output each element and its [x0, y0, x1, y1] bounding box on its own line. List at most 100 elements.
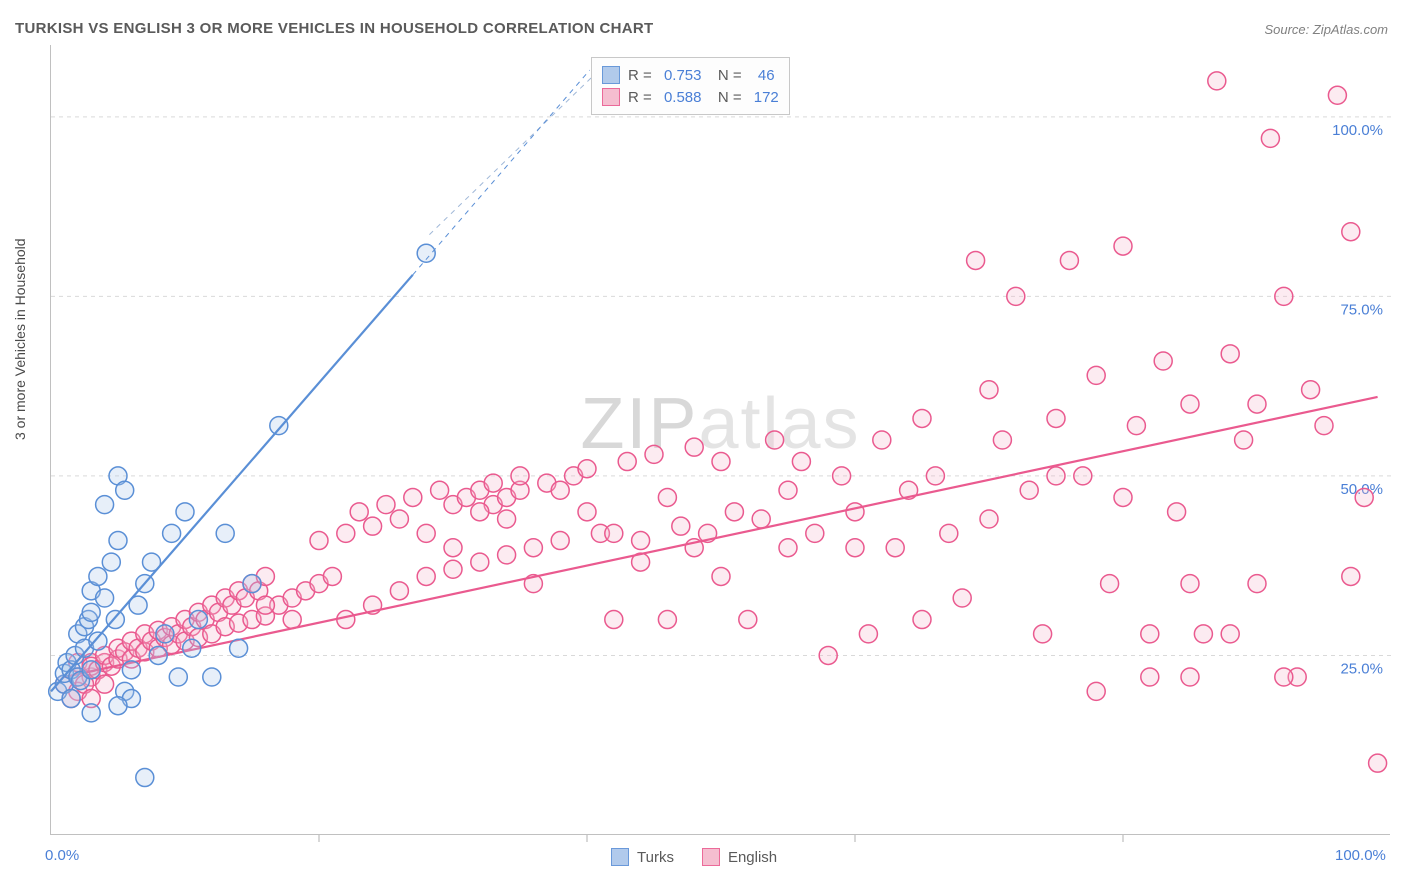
stats-n-label: N = — [709, 67, 749, 84]
data-point-english — [337, 524, 355, 542]
data-point-english — [766, 431, 784, 449]
data-point-english — [672, 517, 690, 535]
data-point-english — [417, 567, 435, 585]
data-point-turks — [62, 690, 80, 708]
data-point-turks — [183, 639, 201, 657]
data-point-english — [819, 646, 837, 664]
data-point-turks — [163, 524, 181, 542]
series-legend: Turks English — [611, 848, 777, 866]
stats-n-label: N = — [709, 89, 745, 106]
stats-row-turks: R = 0.753 N = 46 — [602, 64, 779, 86]
data-point-english — [846, 503, 864, 521]
data-point-english — [1275, 668, 1293, 686]
data-point-english — [1221, 625, 1239, 643]
data-point-turks — [102, 553, 120, 571]
legend-item-english: English — [702, 848, 777, 866]
data-point-english — [1114, 488, 1132, 506]
data-point-english — [913, 611, 931, 629]
data-point-english — [1127, 417, 1145, 435]
data-point-english — [752, 510, 770, 528]
data-point-english — [1181, 575, 1199, 593]
data-point-turks — [176, 503, 194, 521]
data-point-turks — [136, 769, 154, 787]
source-attribution: Source: ZipAtlas.com — [1264, 22, 1388, 37]
data-point-english — [551, 481, 569, 499]
data-point-english — [645, 445, 663, 463]
data-point-english — [1181, 395, 1199, 413]
data-point-english — [1101, 575, 1119, 593]
data-point-turks — [89, 567, 107, 585]
stats-row-english: R = 0.588 N = 172 — [602, 86, 779, 108]
data-point-english — [390, 510, 408, 528]
data-point-english — [471, 553, 489, 571]
data-point-english — [833, 467, 851, 485]
data-point-turks — [82, 704, 100, 722]
data-point-turks — [169, 668, 187, 686]
data-point-english — [96, 675, 114, 693]
legend-label-turks: Turks — [637, 849, 674, 866]
data-point-english — [1315, 417, 1333, 435]
data-point-turks — [109, 697, 127, 715]
correlation-stats-legend: R = 0.753 N = 46 R = 0.588 N = 172 — [591, 57, 790, 115]
data-point-english — [605, 611, 623, 629]
data-point-english — [1074, 467, 1092, 485]
y-tick-label: 75.0% — [1340, 301, 1383, 318]
data-point-english — [1328, 86, 1346, 104]
data-point-english — [310, 532, 328, 550]
data-point-turks — [116, 481, 134, 499]
data-point-english — [283, 611, 301, 629]
data-point-english — [1302, 381, 1320, 399]
data-point-english — [498, 510, 516, 528]
data-point-turks — [82, 661, 100, 679]
data-point-english — [926, 467, 944, 485]
stats-r-english: 0.588 — [664, 89, 702, 106]
data-point-english — [1221, 345, 1239, 363]
swatch-english — [602, 88, 620, 106]
data-point-english — [364, 517, 382, 535]
stats-r-turks: 0.753 — [664, 67, 702, 84]
stats-r-label: R = — [628, 89, 656, 106]
data-point-english — [404, 488, 422, 506]
data-point-english — [1369, 754, 1387, 772]
chart-title: TURKISH VS ENGLISH 3 OR MORE VEHICLES IN… — [15, 20, 654, 37]
data-point-english — [1007, 287, 1025, 305]
data-point-english — [1248, 575, 1266, 593]
data-point-turks — [203, 668, 221, 686]
data-point-english — [498, 546, 516, 564]
data-point-english — [444, 539, 462, 557]
data-point-english — [1261, 129, 1279, 147]
data-point-english — [1154, 352, 1172, 370]
data-point-english — [859, 625, 877, 643]
data-point-turks — [270, 417, 288, 435]
swatch-turks — [611, 848, 629, 866]
data-point-turks — [230, 639, 248, 657]
data-point-english — [337, 611, 355, 629]
data-point-english — [658, 611, 676, 629]
data-point-english — [846, 539, 864, 557]
data-point-english — [792, 453, 810, 471]
data-point-english — [417, 524, 435, 542]
data-point-english — [256, 596, 274, 614]
swatch-turks — [602, 66, 620, 84]
data-point-english — [993, 431, 1011, 449]
data-point-english — [779, 481, 797, 499]
stats-r-label: R = — [628, 67, 656, 84]
data-point-english — [377, 496, 395, 514]
data-point-english — [605, 524, 623, 542]
data-point-english — [913, 409, 931, 427]
data-point-english — [1087, 682, 1105, 700]
data-point-english — [806, 524, 824, 542]
data-point-english — [980, 381, 998, 399]
data-point-english — [712, 567, 730, 585]
data-point-english — [323, 567, 341, 585]
y-tick-label: 100.0% — [1332, 122, 1383, 139]
data-point-english — [1181, 668, 1199, 686]
data-point-english — [1141, 668, 1159, 686]
data-point-english — [1355, 488, 1373, 506]
data-point-english — [578, 503, 596, 521]
data-point-turks — [109, 532, 127, 550]
data-point-english — [1342, 567, 1360, 585]
data-point-english — [618, 453, 636, 471]
data-point-english — [471, 503, 489, 521]
trend-line-ext-turks — [413, 70, 590, 275]
